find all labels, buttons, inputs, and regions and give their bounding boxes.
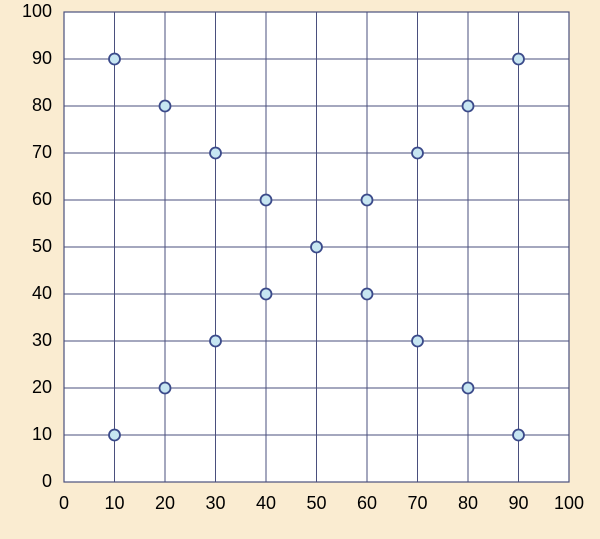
data-point <box>412 336 423 347</box>
y-tick-label: 20 <box>32 377 52 397</box>
data-point <box>210 336 221 347</box>
data-point <box>362 195 373 206</box>
x-tick-label: 80 <box>458 493 478 513</box>
y-tick-label: 10 <box>32 424 52 444</box>
data-point <box>513 54 524 65</box>
x-tick-label: 100 <box>554 493 584 513</box>
scatter-chart: 0 10 20 30 40 50 60 70 80 90 100 0 10 20 30 40 50 60 70 80 9… <box>0 0 600 539</box>
y-tick-label: 50 <box>32 236 52 256</box>
y-tick-label: 90 <box>32 48 52 68</box>
data-point <box>412 148 423 159</box>
y-tick-label: 40 <box>32 283 52 303</box>
data-point <box>210 148 221 159</box>
x-tick-label: 90 <box>508 493 528 513</box>
x-tick-label: 0 <box>59 493 69 513</box>
y-tick-label: 80 <box>32 95 52 115</box>
x-tick-label: 30 <box>205 493 225 513</box>
y-tick-label: 60 <box>32 189 52 209</box>
data-point <box>109 430 120 441</box>
data-point <box>160 101 171 112</box>
x-tick-label: 60 <box>357 493 377 513</box>
data-point <box>311 242 322 253</box>
y-tick-label: 70 <box>32 142 52 162</box>
y-tick-label: 30 <box>32 330 52 350</box>
chart-container: 0 10 20 30 40 50 60 70 80 90 100 0 10 20 30 40 50 60 70 80 9… <box>0 0 600 539</box>
x-tick-label: 20 <box>155 493 175 513</box>
data-point <box>513 430 524 441</box>
data-point <box>109 54 120 65</box>
data-point <box>261 195 272 206</box>
data-point <box>463 101 474 112</box>
y-tick-label: 100 <box>22 1 52 21</box>
x-tick-label: 10 <box>104 493 124 513</box>
data-point <box>463 383 474 394</box>
data-point <box>362 289 373 300</box>
y-tick-label: 0 <box>42 471 52 491</box>
x-tick-label: 50 <box>306 493 326 513</box>
data-point <box>261 289 272 300</box>
x-tick-label: 70 <box>407 493 427 513</box>
x-tick-label: 40 <box>256 493 276 513</box>
data-point <box>160 383 171 394</box>
